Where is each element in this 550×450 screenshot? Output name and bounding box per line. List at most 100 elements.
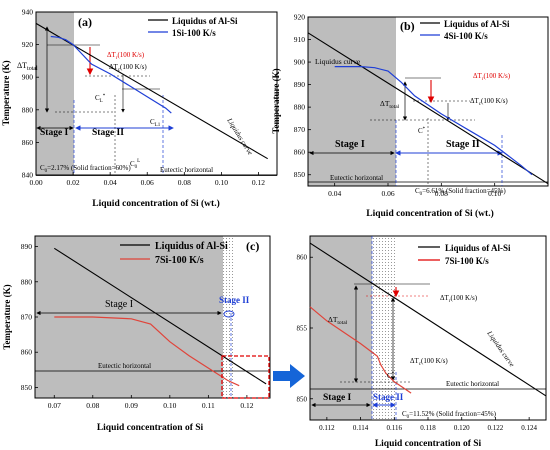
y-tick-label: 880 [294, 103, 306, 112]
y-tick-label: 860 [297, 254, 308, 262]
x-tick-label: 0.02 [67, 178, 80, 187]
x-tick-label: 0.12 [252, 178, 265, 187]
delta-t-total-label: ΔTtotal [328, 315, 348, 326]
series-line-liquidus [309, 242, 547, 397]
series-line-cooling [334, 65, 533, 176]
y-axis-label: Temperature (K) [1, 60, 11, 125]
panel-c: 0.07 0.08 0.09 0.10 0.11 0.12 850 860 870 880 890… [2, 235, 271, 433]
y-tick-label: 860 [294, 148, 306, 157]
stage-1-label: Stage I [40, 128, 69, 138]
panel-label: (a) [78, 15, 92, 29]
y-tick-label: 870 [21, 313, 33, 322]
cl-star-label: CL* [95, 94, 106, 104]
series-line-liquidus [54, 247, 267, 385]
x-tick-label: 0.04 [104, 178, 117, 187]
y-tick-label: 900 [294, 58, 306, 67]
y-tick-label: 910 [294, 35, 306, 44]
panel-inset: 0.112 0.114 0.116 0.118 0.120 0.122 0.124 850 8… [297, 235, 547, 449]
y-tick-label: 850 [297, 395, 308, 403]
delta-t-c-label: ΔTc(100 K/s) [470, 97, 508, 107]
delta-t-markers [370, 77, 475, 186]
x-axis-label: Liquid concentration of Si [97, 423, 204, 433]
y-tick-label: 860 [21, 348, 33, 357]
series-line-cooling [54, 316, 240, 387]
c0-note: C0=11.52% (Solid fraction=45%) [402, 410, 497, 420]
series-layer [309, 242, 547, 397]
y-tick-label: 920 [22, 40, 34, 49]
series-line-cooling [309, 306, 412, 394]
zoom-box [221, 355, 270, 399]
y-axis-label: Temperature (K) [271, 68, 281, 133]
series-line-liquidus [307, 32, 549, 185]
series-layer [35, 22, 268, 160]
panel-b: 0.04 0.06 0.08 0.10 850 860 870 880 890 900 910 92… [271, 13, 549, 219]
legend-label-liquidus: Liquidus of Al-Si [172, 16, 238, 26]
y-tick-label: 880 [22, 105, 34, 114]
x-tick-label: 0.09 [125, 401, 138, 410]
legend: Liquidus of Al-Si 7Si-100 K/s [120, 241, 228, 266]
liquidus-curve-label: Liquidus curve [485, 329, 516, 369]
delta-t-total-label: ΔTtotal [17, 61, 38, 72]
stage-2-label: Stage II [219, 295, 250, 305]
y-tick-label: 890 [21, 242, 33, 251]
y-tick-label: 850 [294, 170, 306, 179]
x-ticks: 0.00 0.02 0.04 0.06 0.08 0.10 0.12 [29, 172, 265, 187]
x-tick-label: 0.10 [163, 401, 176, 410]
y-tick-label: 855 [297, 325, 308, 333]
delta-t-c-label: ΔTc(100 K/s) [410, 357, 448, 367]
plot-frame [307, 16, 549, 187]
x-tick-label: 0.08 [86, 401, 99, 410]
x-tick-label: 0.10 [215, 178, 228, 187]
c-star-label: C* [418, 127, 426, 135]
c0-note: C0=2.17% (Solid fraction=60%) [40, 164, 131, 174]
y-tick-label: 890 [294, 80, 306, 89]
zoom-arrow-icon [273, 364, 305, 388]
x-ticks: 0.04 0.06 0.08 0.10 [328, 183, 501, 198]
stage-1-label: Stage I [105, 299, 133, 310]
x-tick-label: 0.06 [141, 178, 154, 187]
y-tick-label: 860 [22, 138, 34, 147]
stage-1-label: Stage I [335, 139, 365, 150]
stage-arrows [311, 236, 397, 420]
legend: Liquidus of Al-Si 4Si-100 K/s [420, 19, 510, 41]
series-layer [54, 247, 267, 387]
panel-label: (c) [246, 239, 259, 253]
y-tick-label: 840 [22, 171, 34, 180]
panel-a: 0.00 0.02 0.04 0.06 0.08 0.10 0.12 840 860 880 90… [1, 8, 278, 209]
eutectic-label: Eutectic horizontal [330, 174, 383, 182]
legend-label-liquidus: Liquidus of Al-Si [444, 19, 510, 29]
legend-label-liquidus: Liquidus of Al-Si [445, 243, 511, 253]
legend: Liquidus of Al-Si 7Si-100 K/s [418, 243, 511, 266]
x-tick-label: 0.04 [328, 189, 341, 198]
delta-t-r-label: ΔTr(100 K/s) [440, 294, 478, 304]
y-tick-label: 940 [22, 8, 34, 17]
x-ticks: 0.112 0.114 0.116 0.118 0.120 0.122 0.124 [319, 417, 538, 432]
y-tick-label: 920 [294, 13, 306, 22]
x-tick-label: 0.12 [240, 401, 253, 410]
y-tick-label: 900 [22, 73, 34, 82]
eutectic-label: Eutectic horizontal [98, 362, 151, 370]
legend-label-liquidus: Liquidus of Al-Si [155, 241, 228, 252]
cl1-label: CL1 [150, 118, 161, 128]
delta-t-r-label: ΔTr(100 K/s) [473, 72, 511, 82]
y-ticks: 850 860 870 880 890 [21, 242, 38, 392]
delta-t-r-label: ΔTr(100 K/s) [107, 51, 145, 61]
y-ticks: 850 860 870 880 890 900 910 920 [294, 13, 311, 179]
x-tick-label: 0.10 [488, 189, 501, 198]
legend-label-series: 7Si-100 K/s [155, 255, 204, 266]
stage-arrows [36, 95, 174, 175]
x-tick-label: 0.07 [48, 401, 61, 410]
delta-t-markers [340, 283, 430, 383]
stage-2-label: Stage II [446, 139, 480, 150]
x-tick-label: 0.114 [353, 424, 369, 432]
y-axis-label: Temperature (K) [2, 284, 12, 349]
x-tick-label: 0.00 [29, 178, 42, 187]
x-tick-label: 0.06 [381, 189, 394, 198]
stage-1-label: Stage I [323, 393, 352, 403]
x-tick-label: 0.08 [435, 189, 448, 198]
series-line-cooling [50, 35, 172, 114]
y-tick-label: 850 [21, 383, 33, 392]
delta-t-total-label: ΔTtotal [380, 99, 400, 110]
plot-frame [35, 11, 278, 176]
